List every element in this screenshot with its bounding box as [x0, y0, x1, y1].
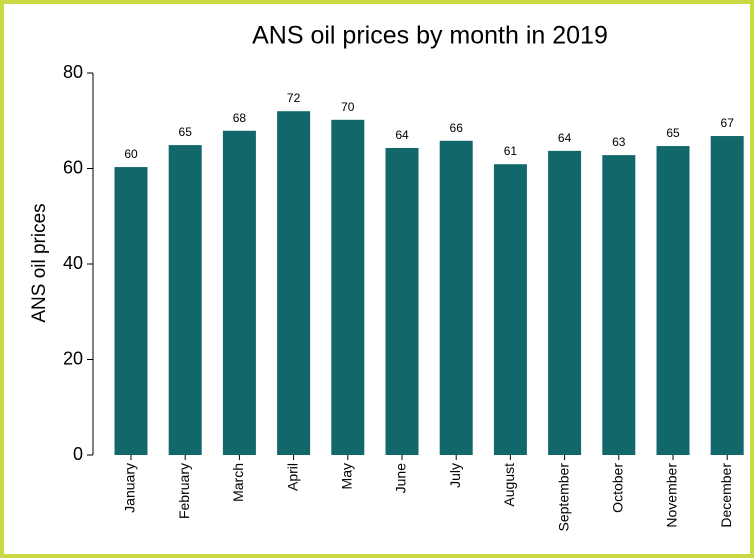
bar — [710, 136, 744, 455]
x-tick-label: September — [555, 463, 571, 532]
bar — [277, 111, 311, 455]
value-label: 67 — [721, 116, 735, 130]
x-tick-label: February — [176, 463, 192, 519]
value-label: 65 — [179, 125, 193, 139]
value-label: 68 — [233, 111, 247, 125]
x-tick-label: June — [393, 463, 409, 494]
value-label: 63 — [612, 135, 626, 149]
x-tick-label: October — [610, 463, 626, 513]
bar — [168, 145, 202, 456]
x-tick-label: August — [501, 463, 517, 507]
x-tick-label: December — [718, 463, 734, 528]
bar — [548, 150, 582, 455]
y-tick-label: 20 — [63, 348, 83, 368]
value-label: 60 — [124, 147, 138, 161]
x-tick-label: April — [284, 463, 300, 491]
value-label: 64 — [395, 128, 409, 142]
bar — [114, 167, 148, 455]
bar — [385, 147, 419, 455]
y-tick-label: 60 — [63, 157, 83, 177]
x-tick-label: May — [339, 463, 355, 489]
bar — [331, 119, 365, 456]
chart-title: ANS oil prices by month in 2019 — [252, 22, 608, 50]
y-tick-label: 0 — [73, 444, 83, 464]
value-label: 72 — [287, 91, 301, 105]
y-axis-label: ANS oil prices — [29, 203, 50, 322]
bar — [222, 130, 256, 455]
y-tick-label: 40 — [63, 253, 83, 273]
x-tick-label: March — [230, 463, 246, 502]
value-label: 70 — [341, 100, 355, 114]
value-label: 65 — [666, 126, 680, 140]
bar — [656, 146, 690, 455]
value-label: 61 — [504, 144, 518, 158]
y-tick-label: 80 — [63, 62, 83, 82]
bar — [439, 140, 473, 455]
value-label: 66 — [450, 121, 464, 135]
value-label: 64 — [558, 131, 572, 145]
x-tick-label: November — [664, 463, 680, 528]
x-tick-label: July — [447, 463, 463, 488]
x-tick-label: January — [122, 463, 138, 513]
bar — [602, 155, 636, 455]
bar — [493, 164, 527, 455]
